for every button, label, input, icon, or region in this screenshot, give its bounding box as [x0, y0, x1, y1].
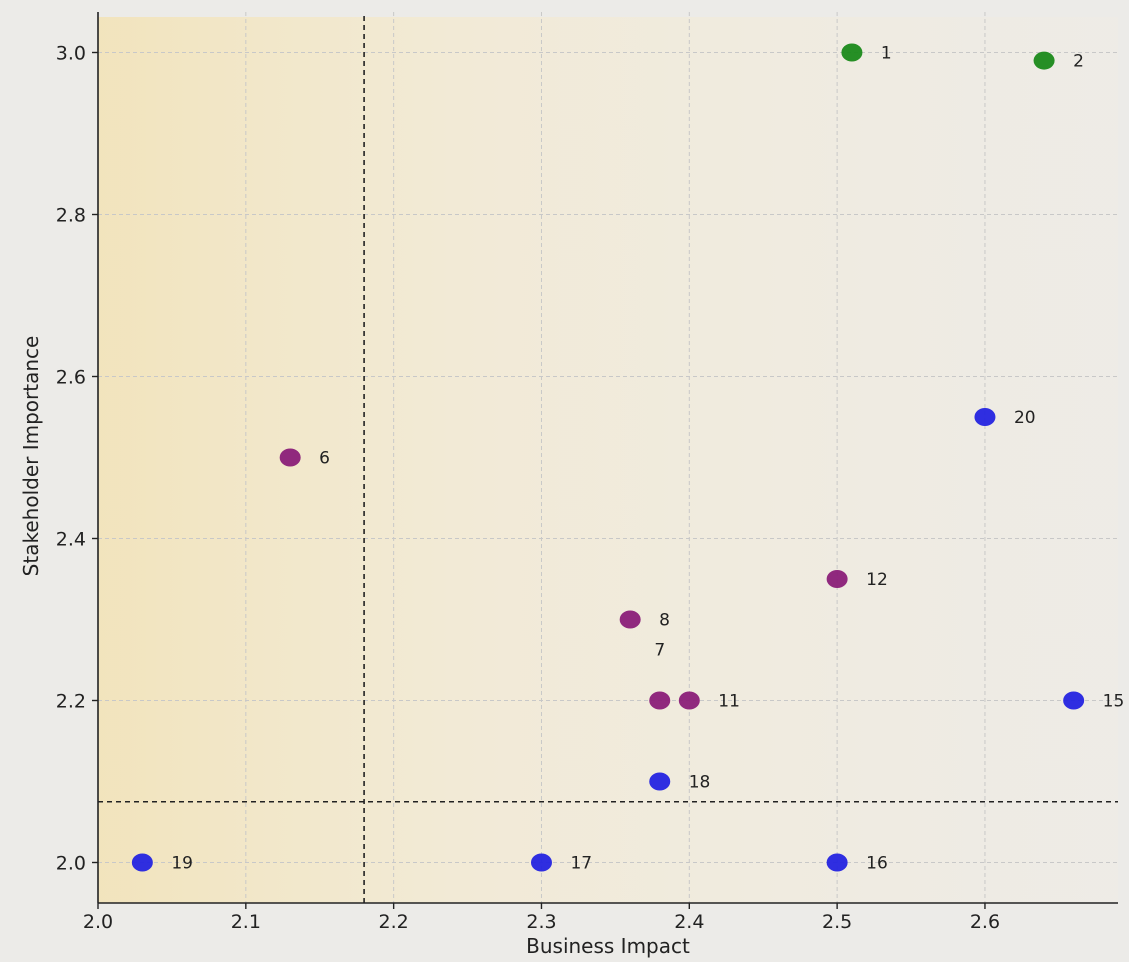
point-label-7: 7: [654, 641, 665, 661]
x-tick-label: 2.1: [231, 911, 261, 933]
y-axis-ticks: 2.0 2.2 2.4 2.6 2.8 3.0: [56, 43, 98, 875]
point-6: [279, 448, 301, 467]
point-label-6: 6: [319, 449, 330, 469]
x-tick-label: 2.4: [674, 911, 704, 933]
x-tick-label: 2.6: [970, 911, 1000, 933]
point-7: [649, 691, 671, 710]
point-1: [841, 43, 863, 62]
y-tick-label: 3.0: [56, 43, 86, 65]
y-tick-label: 2.2: [56, 691, 86, 713]
point-label-8: 8: [659, 611, 670, 631]
point-label-18: 18: [689, 773, 711, 793]
y-tick-label: 2.0: [56, 853, 86, 875]
point-20: [974, 408, 996, 426]
y-tick-label: 2.6: [56, 367, 86, 389]
shade-rect: [98, 17, 1118, 903]
y-tick-label: 2.8: [56, 205, 86, 227]
point-label-2: 2: [1073, 52, 1084, 72]
grid: [97, 12, 1118, 903]
point-18: [649, 772, 671, 791]
x-tick-label: 2.3: [526, 911, 556, 933]
point-label-11: 11: [718, 692, 740, 712]
point-label-1: 1: [881, 44, 892, 64]
point-11: [678, 691, 700, 710]
reference-lines: [98, 16, 1118, 903]
x-tick-label: 2.5: [822, 911, 852, 933]
y-tick-label: 2.4: [56, 529, 86, 551]
point-label-12: 12: [866, 570, 888, 590]
point-2: [1033, 51, 1055, 70]
point-label-15: 15: [1103, 692, 1125, 712]
x-tick-label: 2.0: [83, 911, 113, 933]
point-8: [619, 610, 641, 629]
data-points: [131, 43, 1085, 872]
point-label-20: 20: [1014, 408, 1036, 428]
axes: [97, 12, 1118, 904]
shaded-region: [98, 17, 1118, 903]
point-label-17: 17: [570, 854, 592, 874]
point-label-16: 16: [866, 854, 888, 874]
y-axis-title: Stakeholder Importance: [19, 336, 43, 577]
point-label-19: 19: [171, 854, 193, 874]
point-17: [530, 853, 552, 872]
point-16: [826, 853, 848, 872]
point-15: [1063, 691, 1085, 710]
x-tick-label: 2.2: [379, 911, 409, 933]
point-19: [131, 853, 153, 872]
x-axis-ticks: 2.0 2.1 2.2 2.3 2.4 2.5 2.6: [83, 903, 1000, 933]
point-12: [826, 570, 848, 588]
x-axis-title: Business Impact: [526, 934, 690, 958]
